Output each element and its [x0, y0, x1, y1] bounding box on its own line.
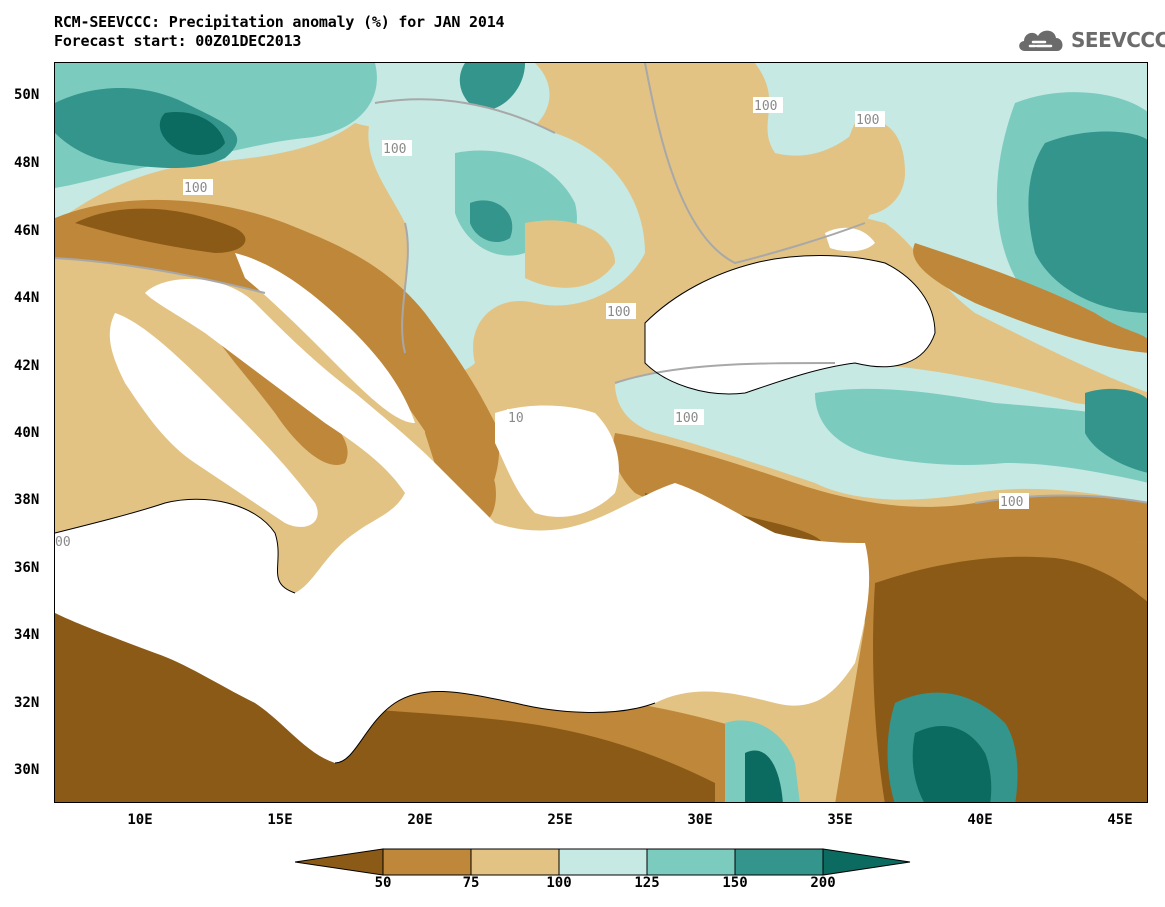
map-frame: 100 100 100 100 100 100 100 10 00 — [54, 62, 1148, 803]
dry-zone-greece — [425, 393, 496, 526]
logo-text: SEEVCCC — [1071, 28, 1165, 52]
lat-label: 42N — [14, 358, 40, 374]
lat-label: 32N — [14, 695, 40, 711]
contour-label: 100 — [754, 99, 777, 114]
lon-label: 25E — [547, 812, 573, 828]
colorbar-label: 125 — [634, 875, 660, 891]
contour-label: 100 — [383, 142, 406, 157]
cloud-icon — [1019, 30, 1063, 51]
wet-zone-north-turkey — [815, 388, 1147, 483]
coastlines — [55, 255, 936, 764]
contour-label: 100 — [1000, 495, 1023, 510]
dry-zone-east-ukraine — [840, 120, 905, 216]
very-wet-romania — [470, 200, 513, 243]
very-wet-georgia — [1085, 388, 1147, 473]
very-dry-africa — [55, 562, 715, 802]
mediterranean-sea — [55, 279, 870, 763]
extreme-wet-alps — [159, 112, 225, 155]
adriatic-sea — [235, 253, 415, 423]
dry-zone-caucasus — [913, 243, 1147, 353]
contour-label: 100 — [607, 305, 630, 320]
colorbar-segment — [734, 848, 824, 876]
black-sea — [645, 255, 935, 394]
lat-label: 30N — [14, 762, 40, 778]
lat-label: 34N — [14, 627, 40, 643]
lon-label: 35E — [827, 812, 853, 828]
colorbar-label: 75 — [462, 875, 480, 891]
aegean-sea — [495, 405, 619, 517]
dry-zone-romania — [525, 220, 615, 288]
lat-label: 36N — [14, 560, 40, 576]
very-wet-red-sea — [745, 750, 783, 802]
title-line-1: RCM-SEEVCCC: Precipitation anomaly (%) f… — [54, 13, 505, 31]
tyrrhenian-sea — [109, 313, 318, 527]
lon-label: 45E — [1107, 812, 1133, 828]
colorbar — [295, 848, 911, 876]
colorbar-label: 100 — [546, 875, 572, 891]
lon-label: 40E — [967, 812, 993, 828]
lon-label: 30E — [687, 812, 713, 828]
contour-label: 100 — [856, 113, 879, 128]
very-wet-russia — [1028, 131, 1147, 313]
contour-label: 100 — [184, 181, 207, 196]
dry-zone-ukraine — [645, 63, 880, 263]
precipitation-anomaly-map: 100 100 100 100 100 100 100 10 00 — [55, 63, 1147, 802]
lat-label: 38N — [14, 492, 40, 508]
lat-label: 50N — [14, 87, 40, 103]
colorbar-segment — [470, 848, 560, 876]
seevccc-logo: SEEVCCC — [1015, 22, 1165, 58]
lat-label: 48N — [14, 155, 40, 171]
contour-lines-100 — [55, 63, 1147, 504]
lat-label: 46N — [14, 223, 40, 239]
colorbar-label: 150 — [722, 875, 748, 891]
contour-label: 00 — [55, 535, 71, 550]
title-line-2: Forecast start: 00Z01DEC2013 — [54, 32, 302, 50]
lat-label: 40N — [14, 425, 40, 441]
colorbar-segment — [558, 848, 648, 876]
very-wet-carpathian-west — [459, 63, 525, 111]
colorbar-label: 50 — [374, 875, 392, 891]
contour-label: 10 — [508, 411, 524, 426]
colorbar-arrow-low — [295, 848, 384, 876]
extreme-wet-arabia — [912, 725, 992, 802]
contour-label-group: 100 100 100 100 100 100 100 10 00 — [55, 97, 1029, 550]
lon-label: 20E — [407, 812, 433, 828]
colorbar-segment — [382, 848, 472, 876]
lon-label: 10E — [127, 812, 153, 828]
colorbar-label: 200 — [810, 875, 836, 891]
very-dry-alps — [75, 208, 246, 253]
lon-label: 15E — [267, 812, 293, 828]
contour-label: 100 — [675, 411, 698, 426]
colorbar-segment — [646, 848, 736, 876]
lat-label: 44N — [14, 290, 40, 306]
colorbar-arrow-high — [822, 848, 911, 876]
